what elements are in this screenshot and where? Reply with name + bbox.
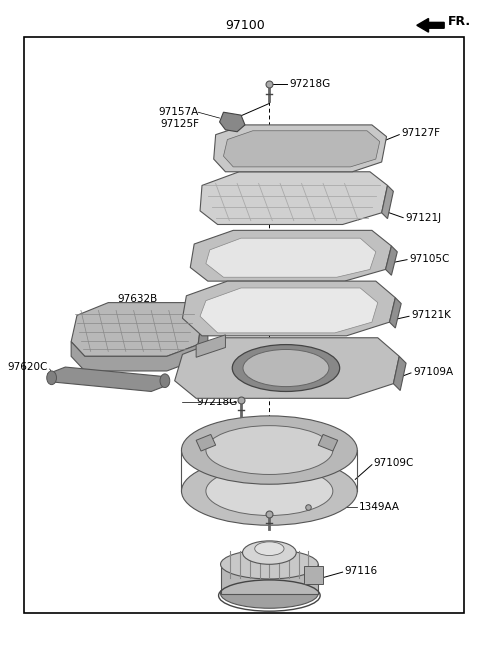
Polygon shape: [182, 281, 396, 336]
Polygon shape: [224, 131, 380, 167]
Ellipse shape: [232, 344, 340, 392]
Polygon shape: [196, 434, 216, 451]
Polygon shape: [206, 238, 376, 277]
Polygon shape: [220, 564, 318, 594]
Text: 97105C: 97105C: [409, 254, 449, 264]
Ellipse shape: [220, 579, 318, 608]
Polygon shape: [385, 246, 397, 276]
Polygon shape: [190, 230, 391, 281]
Text: 97116: 97116: [345, 566, 378, 576]
Text: 97620C: 97620C: [7, 362, 48, 372]
Polygon shape: [318, 434, 338, 451]
Ellipse shape: [181, 457, 357, 525]
Ellipse shape: [220, 550, 318, 579]
Text: 97218G: 97218G: [289, 79, 330, 89]
Polygon shape: [382, 186, 394, 218]
Text: 97218G: 97218G: [274, 510, 315, 520]
Ellipse shape: [206, 466, 333, 516]
Text: 97109C: 97109C: [374, 458, 414, 468]
Ellipse shape: [181, 416, 357, 484]
Polygon shape: [389, 298, 401, 328]
Text: 97121K: 97121K: [411, 310, 451, 320]
Ellipse shape: [160, 374, 170, 388]
Text: 97100: 97100: [225, 19, 265, 31]
Text: 97157A: 97157A: [159, 107, 199, 117]
Text: 97121J: 97121J: [405, 213, 441, 222]
Bar: [24, 37, 464, 613]
Ellipse shape: [255, 542, 284, 556]
Ellipse shape: [47, 371, 57, 384]
Polygon shape: [71, 342, 198, 371]
Polygon shape: [175, 338, 399, 398]
Polygon shape: [394, 356, 406, 390]
Ellipse shape: [206, 426, 333, 474]
Ellipse shape: [242, 541, 296, 564]
Text: 97632B: 97632B: [118, 294, 157, 304]
Polygon shape: [417, 18, 444, 32]
Polygon shape: [196, 335, 226, 358]
Polygon shape: [219, 112, 245, 132]
Ellipse shape: [243, 350, 329, 386]
Polygon shape: [200, 288, 378, 333]
Polygon shape: [198, 316, 208, 361]
Polygon shape: [71, 302, 202, 356]
Text: 97218G: 97218G: [196, 398, 237, 407]
Bar: [303, 566, 323, 584]
Text: 97109A: 97109A: [413, 367, 453, 377]
Text: 97125F: 97125F: [160, 119, 199, 129]
Polygon shape: [48, 367, 169, 392]
Text: FR.: FR.: [448, 15, 471, 28]
Text: 97127F: 97127F: [401, 128, 440, 138]
Polygon shape: [200, 172, 387, 224]
Polygon shape: [214, 125, 386, 172]
Text: 1349AA: 1349AA: [359, 502, 400, 512]
